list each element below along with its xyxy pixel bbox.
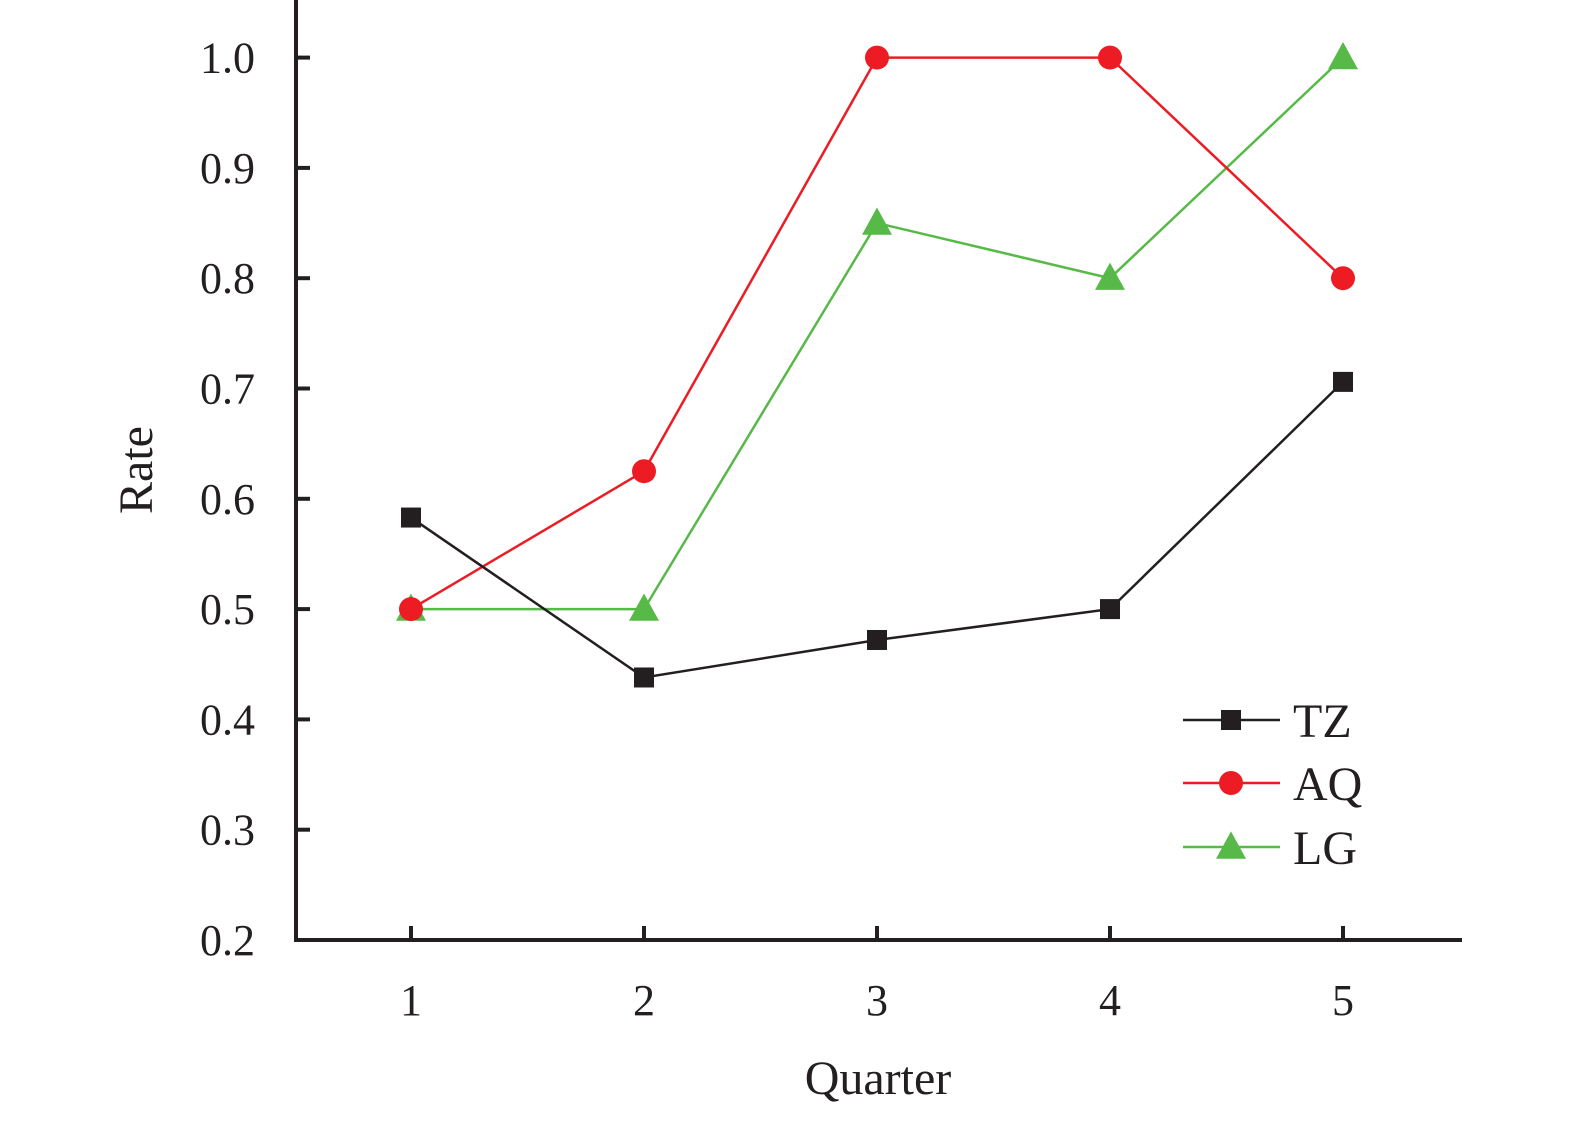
y-tick-label: 0.9 — [200, 144, 255, 193]
x-tick-label: 3 — [866, 976, 888, 1025]
data-point-lg — [862, 207, 892, 235]
data-point-lg — [629, 593, 659, 621]
x-tick-label: 1 — [400, 976, 422, 1025]
data-point-tz — [1100, 599, 1120, 620]
data-point-aq — [632, 459, 656, 484]
legend-item-tz: TZ — [1183, 695, 1352, 748]
legend: TZ AQ LG — [1183, 695, 1362, 875]
legend-label: LG — [1293, 822, 1357, 875]
data-point-tz — [1333, 371, 1353, 392]
series-layer — [396, 42, 1358, 688]
data-point-aq — [399, 597, 423, 622]
series-line-aq — [410, 56, 1344, 611]
x-tick-label: 4 — [1099, 976, 1121, 1025]
data-point-aq — [865, 45, 889, 70]
legend-label: TZ — [1293, 695, 1352, 748]
legend-marker-triangle — [1216, 831, 1246, 859]
data-point-tz — [867, 629, 887, 650]
legend-marker-circle — [1219, 771, 1243, 795]
x-tick-label: 5 — [1332, 976, 1354, 1025]
y-tick-label: 1.0 — [200, 34, 255, 83]
y-axis-title: Rate — [110, 426, 163, 514]
y-tick-label: 0.4 — [200, 695, 255, 744]
data-point-lg — [1328, 42, 1358, 70]
series-tz — [401, 371, 1353, 688]
axes — [294, 0, 1462, 942]
y-tick-label: 0.3 — [200, 806, 255, 855]
legend-label: AQ — [1293, 758, 1362, 811]
x-tick-label: 2 — [633, 976, 655, 1025]
data-point-tz — [634, 667, 654, 688]
y-tick-label: 0.8 — [200, 254, 255, 303]
y-tick-label: 0.7 — [200, 365, 255, 414]
y-tick-label: 0.5 — [200, 585, 255, 634]
x-axis-title: Quarter — [805, 1052, 952, 1105]
legend-item-aq: AQ — [1183, 758, 1362, 811]
data-point-lg — [1095, 262, 1125, 290]
data-point-tz — [401, 507, 421, 528]
data-point-aq — [1331, 266, 1355, 291]
series-aq — [399, 45, 1355, 622]
y-tick-label: 0.2 — [200, 916, 255, 965]
data-point-aq — [1098, 45, 1122, 70]
ticks: 0.2 0.3 0.4 0.5 0.6 0.7 0.8 0.9 1.0 1 2 3 4 5 — [200, 34, 1354, 1025]
y-tick-label: 0.6 — [200, 475, 255, 524]
legend-item-lg: LG — [1183, 822, 1357, 875]
legend-marker-square — [1221, 710, 1241, 730]
